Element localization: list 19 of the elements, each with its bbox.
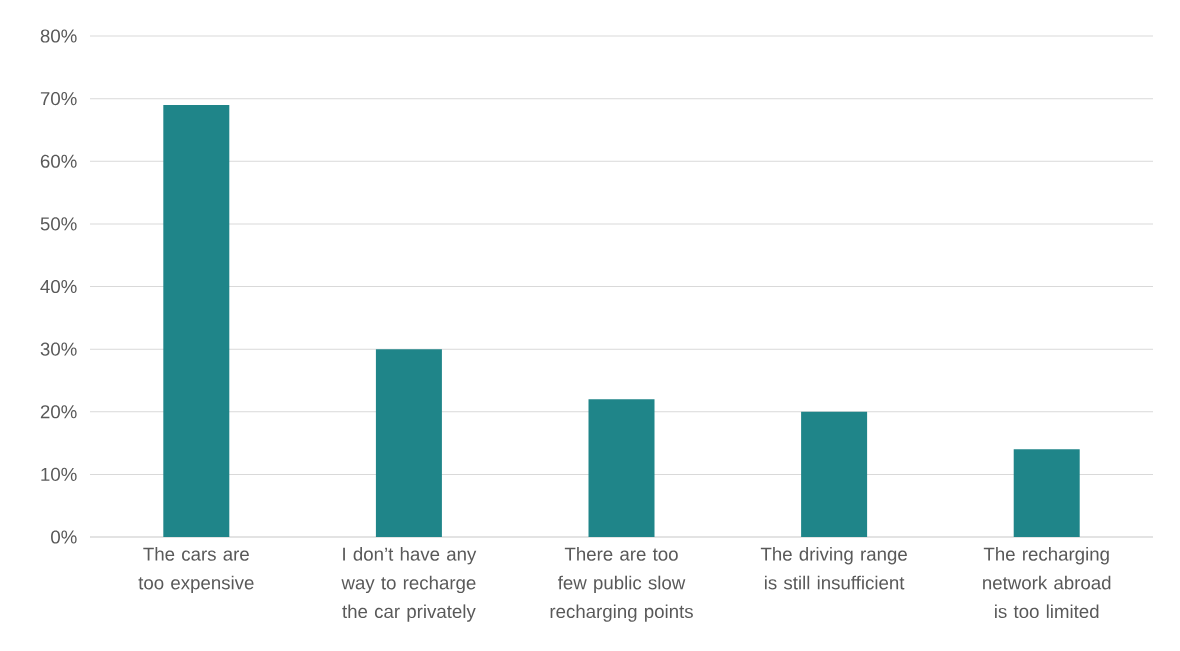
x-tick-label: The recharging network abroad is too limited — [983, 547, 1111, 619]
y-tick-label: 60% — [40, 154, 77, 168]
bar — [801, 411, 868, 537]
bar — [1013, 449, 1080, 537]
y-tick-label: 10% — [41, 467, 77, 481]
bar — [163, 104, 230, 537]
x-tick-label: The cars are too expensive — [138, 547, 254, 594]
y-tick-label: 30% — [40, 342, 77, 356]
y-tick-label: 80% — [40, 29, 77, 43]
x-tick-label: There are too few public slow recharging points — [550, 547, 693, 622]
x-tick-label: The driving range is still insufficient — [760, 547, 907, 590]
y-tick-label: 20% — [40, 405, 77, 419]
y-tick-label: 70% — [40, 92, 77, 106]
y-tick-label: 0% — [51, 530, 77, 544]
y-tick-label: 40% — [40, 279, 77, 294]
bar — [375, 349, 442, 537]
bar — [588, 399, 655, 537]
y-tick-label: 50% — [40, 217, 77, 231]
x-tick-label: I don’t have any way to recharge the car privately — [341, 547, 477, 622]
